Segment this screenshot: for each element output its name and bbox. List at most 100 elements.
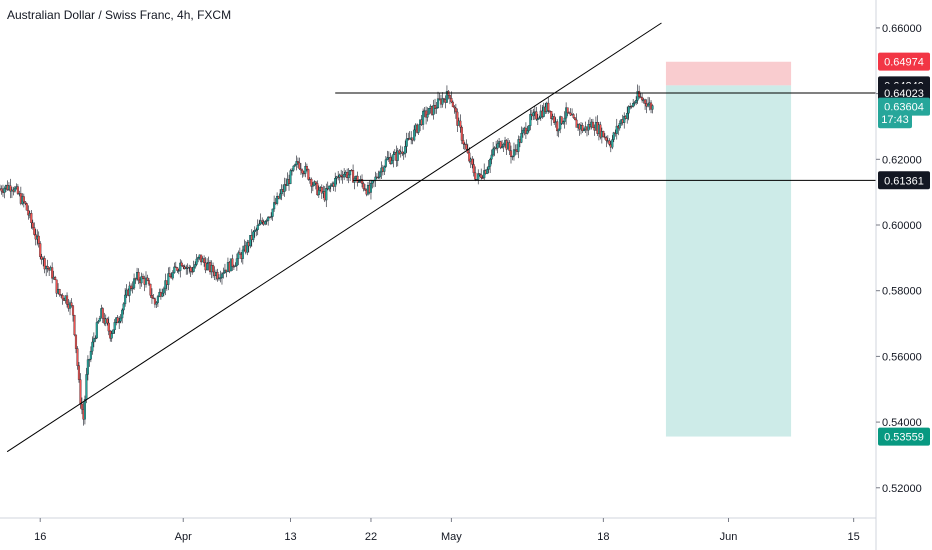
x-tick-label: Apr — [175, 531, 192, 543]
candle-body — [340, 174, 343, 177]
x-tick-label: 18 — [597, 531, 609, 543]
candle-body — [113, 322, 116, 331]
candle-body — [98, 318, 101, 322]
candle-body — [560, 116, 563, 124]
candle-body — [118, 321, 121, 324]
candle-body — [220, 273, 224, 278]
candle-body — [310, 178, 313, 187]
candle-body — [147, 280, 151, 285]
candle-body — [328, 185, 331, 190]
candle-body — [307, 169, 310, 180]
candle-body — [106, 318, 109, 324]
y-tick-label: 0.62000 — [882, 154, 922, 166]
candle-body — [378, 171, 381, 178]
candle-body — [246, 242, 249, 253]
candle-body — [490, 154, 493, 160]
candle-body — [259, 220, 262, 225]
candle-body — [189, 267, 192, 272]
candle-body — [581, 125, 584, 132]
candle-body — [618, 123, 621, 129]
candle-body — [293, 164, 297, 167]
candle-body — [441, 98, 444, 105]
candle-body — [58, 289, 61, 295]
candle-body — [161, 292, 164, 297]
candle-body — [383, 166, 386, 172]
candle-body — [112, 329, 115, 334]
candle-body — [85, 374, 88, 400]
candle-body — [128, 285, 131, 296]
candle-body — [94, 337, 97, 339]
candle-body — [22, 196, 25, 203]
candle-body — [91, 341, 94, 352]
candle-body — [305, 166, 308, 170]
candle-body — [54, 276, 57, 281]
price-label-badge — [878, 110, 912, 129]
candle-body — [95, 322, 98, 339]
candle-body — [520, 132, 523, 143]
candle-body — [65, 295, 69, 305]
candle-body — [401, 151, 404, 154]
candle-body — [289, 170, 292, 184]
candle-body — [168, 273, 171, 277]
candle-body — [290, 170, 294, 172]
candle-body — [496, 143, 499, 149]
candle-body — [428, 108, 431, 115]
candle-body — [489, 158, 492, 167]
candle-body — [334, 178, 337, 187]
candle-body — [235, 258, 238, 266]
candle-body — [258, 223, 261, 226]
candle-body — [536, 118, 539, 120]
candle-body — [219, 277, 222, 279]
candle-body — [651, 105, 654, 110]
candle-body — [605, 137, 608, 141]
candle-body — [521, 129, 524, 134]
candle-body — [377, 176, 380, 178]
candle-body — [180, 262, 183, 267]
candle-body — [110, 333, 113, 339]
candle-body — [451, 101, 454, 108]
candle-body — [256, 225, 259, 230]
candle-body — [141, 276, 145, 279]
candle-body — [116, 317, 119, 324]
candle-body — [80, 403, 83, 410]
candle-body — [296, 161, 300, 164]
candle-body — [477, 173, 480, 180]
candle-body — [501, 146, 504, 148]
candle-body — [591, 121, 594, 128]
candle-body — [405, 138, 408, 147]
candle-body — [30, 213, 33, 224]
y-tick-label: 0.66000 — [882, 23, 922, 35]
candle-body — [615, 125, 618, 134]
candle-body — [435, 107, 438, 109]
candle-body — [156, 296, 159, 303]
candle-body — [474, 172, 477, 180]
candle-body — [133, 278, 136, 289]
candle-body — [211, 265, 215, 273]
candle-body — [459, 120, 462, 128]
candle-body — [83, 399, 86, 420]
candle-body — [176, 267, 179, 271]
candle-body — [369, 183, 373, 193]
y-tick-label: 0.56000 — [882, 351, 922, 363]
candle-body — [471, 158, 474, 165]
candle-body — [529, 114, 532, 126]
candle-body — [575, 119, 578, 128]
candle-body — [31, 222, 34, 228]
candle-body — [241, 249, 244, 259]
take-profit-zone[interactable] — [665, 85, 792, 437]
candle-body — [360, 179, 364, 184]
candle-body — [535, 111, 538, 120]
stop-loss-zone[interactable] — [665, 61, 792, 86]
candle-body — [255, 229, 258, 231]
candle-body — [122, 303, 125, 311]
candle-body — [547, 102, 550, 111]
candle-body — [566, 107, 569, 113]
price-label-text: 0.64023 — [884, 88, 924, 100]
candle-body — [234, 265, 237, 267]
trendline[interactable] — [6, 22, 662, 453]
candle-body — [343, 173, 346, 178]
candle-body — [481, 177, 484, 179]
candle-body — [97, 321, 100, 323]
candle-body — [404, 146, 407, 154]
